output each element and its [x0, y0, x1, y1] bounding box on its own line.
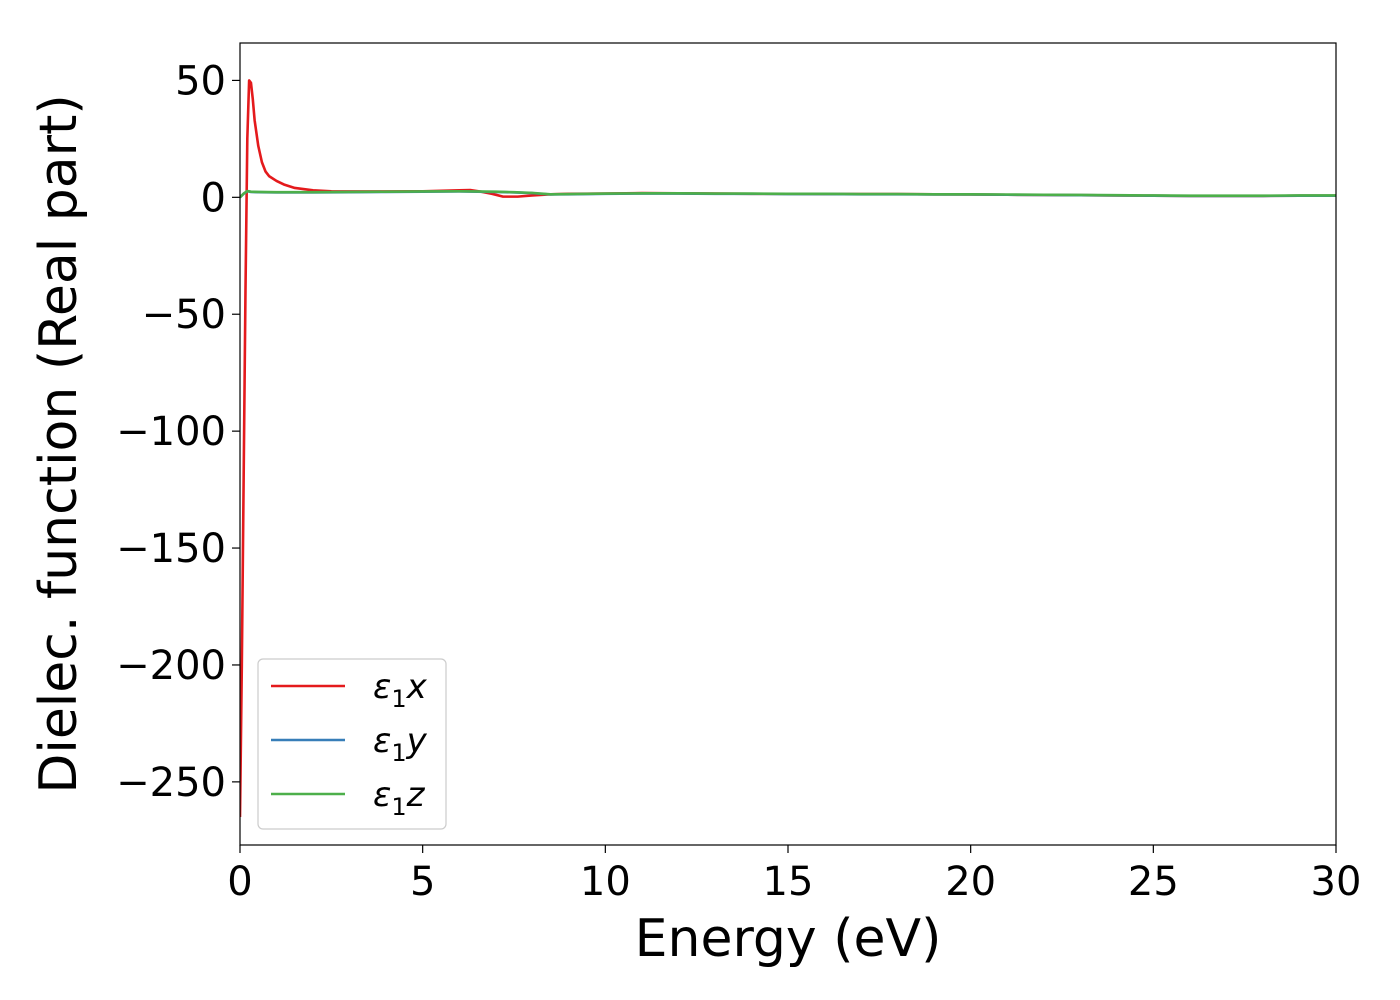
series-line-z: [240, 189, 1336, 199]
x-tick-label: 5: [410, 859, 435, 905]
x-axis: 0 5 10 15 20 25 30: [227, 845, 1361, 905]
x-tick-label: 0: [227, 859, 252, 905]
x-tick-label: 10: [580, 859, 631, 905]
legend-label-y: ε1y: [373, 721, 428, 767]
y-tick-label: −200: [116, 643, 226, 689]
y-axis: 50 0 −50 −100 −150 −200 −250: [116, 58, 240, 806]
x-tick-label: 25: [1128, 859, 1179, 905]
legend: ε1x ε1y ε1z: [257, 658, 447, 830]
legend-label-x: ε1x: [373, 667, 428, 713]
x-axis-title: Energy (eV): [635, 909, 942, 969]
x-tick-label: 15: [763, 859, 814, 905]
y-tick-label: 0: [201, 175, 226, 221]
legend-label-z: ε1z: [373, 775, 426, 821]
y-tick-label: −50: [142, 292, 226, 338]
x-tick-label: 30: [1311, 859, 1362, 905]
y-tick-label: −250: [116, 760, 226, 806]
y-axis-title: Dielec. function (Real part): [29, 94, 89, 793]
y-tick-label: −100: [116, 409, 226, 455]
y-tick-label: 50: [175, 58, 226, 104]
y-tick-label: −150: [116, 526, 226, 572]
series-lines: [240, 79, 1336, 817]
legend-box: [257, 658, 447, 830]
x-tick-label: 20: [945, 859, 996, 905]
